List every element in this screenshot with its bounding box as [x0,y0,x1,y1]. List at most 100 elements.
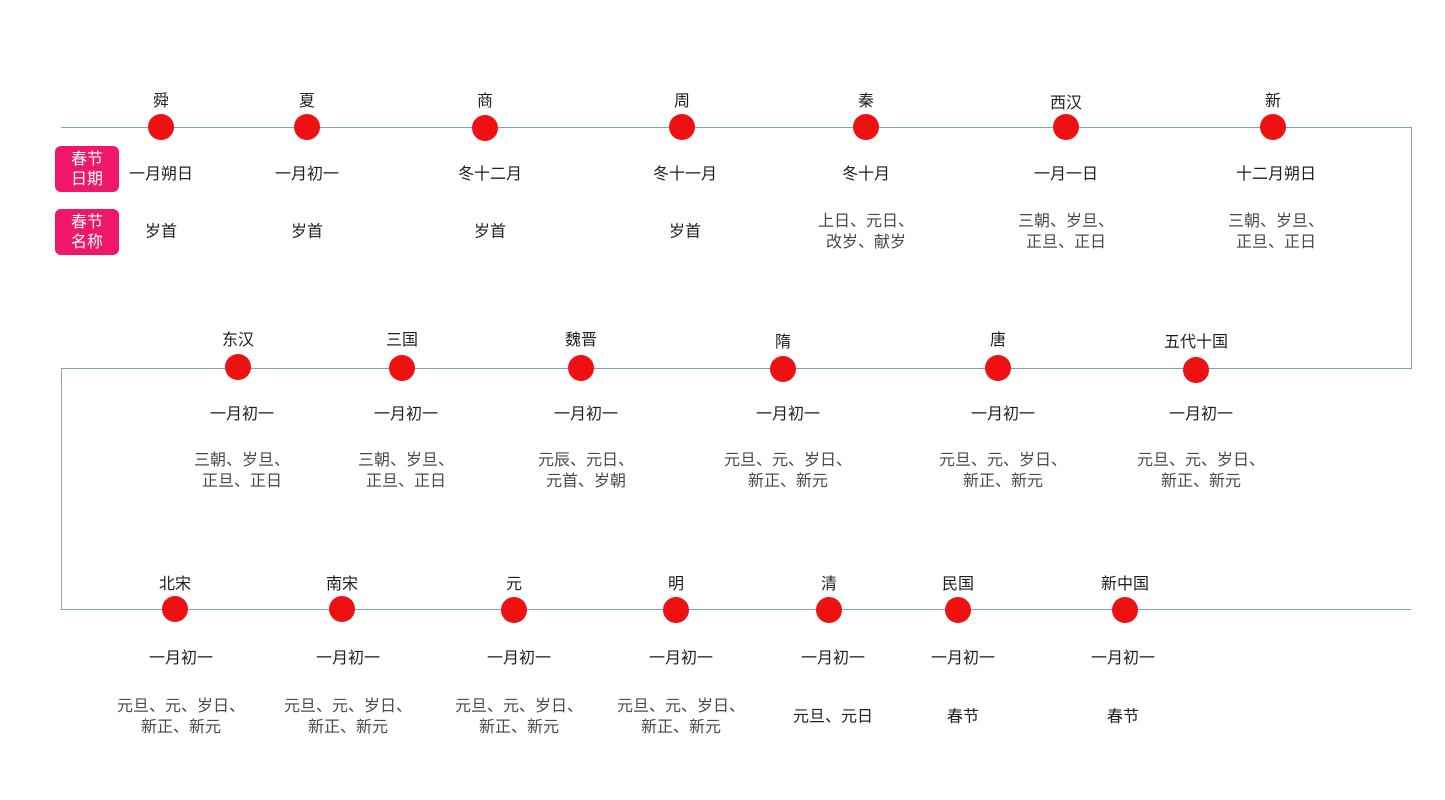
era-node-dot [501,597,527,623]
era-label: 民国 [941,574,975,593]
track-row-2 [61,368,1411,369]
festival-name-line: 正旦、正日 [201,471,283,490]
era-node-dot [148,114,174,140]
festival-date: 一月初一 [274,164,340,183]
festival-names: 岁首 [291,221,323,242]
era-label: 唐 [989,330,1007,349]
festival-date: 一月朔日 [128,164,194,183]
festival-name-line: 新正、新元 [307,717,389,736]
festival-names: 元旦、元日 [793,706,873,727]
era-node-dot [816,597,842,623]
festival-name-line: 正旦、正日 [1025,232,1107,251]
festival-date: 冬十一月 [652,164,718,183]
festival-name-line: 岁首 [668,221,702,241]
festival-name-line: 新正、新元 [640,717,722,736]
festival-names: 元旦、元、岁日、 新正、新元 [617,695,745,737]
festival-names: 三朝、岁旦、 正旦、正日 [1018,210,1114,252]
era-label: 南宋 [325,574,359,593]
festival-date: 一月初一 [648,648,714,667]
era-node-dot [985,355,1011,381]
festival-name-line: 元旦、元、岁日、 [723,450,853,469]
era-label: 东汉 [221,330,255,349]
festival-date: 一月初一 [315,648,381,667]
festival-name-line: 新正、新元 [140,717,222,736]
track-connector-right [1411,127,1412,369]
era-node-dot [472,115,498,141]
legend-name-line-2: 名称 [70,232,103,251]
era-label: 新 [1264,91,1282,110]
era-label: 清 [820,574,838,593]
festival-name-line: 元首、岁朝 [545,471,627,490]
era-node-dot [663,597,689,623]
festival-name-line: 三朝、岁旦、 [193,450,291,469]
festival-name-line: 春节 [1106,706,1140,726]
festival-names: 元旦、元、岁日、 新正、新元 [455,695,583,737]
legend-name-line-1: 春节 [70,212,103,231]
festival-name-line: 元旦、元、岁日、 [938,450,1068,469]
festival-names: 岁首 [474,221,506,242]
festival-date: 一月初一 [148,648,214,667]
era-label: 魏晋 [564,330,598,349]
festival-date: 一月初一 [1090,648,1156,667]
festival-names: 元旦、元、岁日、 新正、新元 [724,449,852,491]
festival-names: 岁首 [669,221,701,242]
era-node-dot [1053,114,1079,140]
festival-names: 春节 [1107,706,1139,727]
era-label: 五代十国 [1163,332,1229,351]
festival-date: 一月初一 [970,404,1036,423]
era-label: 三国 [385,330,419,349]
festival-names: 三朝、岁旦、 正旦、正日 [1228,210,1324,252]
festival-date: 冬十月 [841,164,891,183]
festival-names: 元旦、元、岁日、 新正、新元 [117,695,245,737]
era-label: 元 [505,574,523,593]
festival-name-line: 新正、新元 [747,471,829,490]
festival-date: 一月初一 [800,648,866,667]
track-row-3 [61,609,1411,610]
festival-name-line: 三朝、岁旦、 [357,450,455,469]
era-label: 夏 [298,91,316,110]
festival-names: 元旦、元、岁日、 新正、新元 [939,449,1067,491]
festival-name-line: 春节 [946,706,980,726]
festival-name-line: 正旦、正日 [1235,232,1317,251]
festival-name-line: 三朝、岁旦、 [1017,211,1115,230]
era-node-dot [294,114,320,140]
festival-date: 十二月朔日 [1235,164,1317,183]
festival-names: 元旦、元、岁日、 新正、新元 [284,695,412,737]
festival-name-line: 新正、新元 [1160,471,1242,490]
festival-name-line: 元旦、元、岁日、 [283,696,413,715]
legend-date-line-1: 春节 [70,149,103,168]
festival-names: 元辰、元日、 元首、岁朝 [538,449,634,491]
era-node-dot [945,597,971,623]
era-label: 舜 [152,91,170,110]
legend-date-line-2: 日期 [70,169,103,188]
legend-date-badge: 春节 日期 [55,146,119,192]
festival-date: 冬十二月 [457,164,523,183]
festival-name-line: 元旦、元、岁日、 [454,696,584,715]
festival-date: 一月初一 [209,404,275,423]
festival-name-line: 新正、新元 [962,471,1044,490]
era-node-dot [853,114,879,140]
festival-date: 一月一日 [1033,164,1099,183]
era-node-dot [1260,114,1286,140]
festival-name-line: 岁首 [290,221,324,241]
era-label: 周 [673,91,691,110]
era-label: 北宋 [158,574,192,593]
festival-name-line: 上日、元日、 [817,211,915,230]
festival-names: 上日、元日、 改岁、献岁 [818,210,914,252]
era-node-dot [568,355,594,381]
festival-names: 春节 [947,706,979,727]
track-connector-left [61,368,62,610]
festival-date: 一月初一 [553,404,619,423]
festival-date: 一月初一 [373,404,439,423]
festival-name-line: 岁首 [473,221,507,241]
era-node-dot [162,596,188,622]
era-label: 新中国 [1100,574,1150,593]
legend-name-badge: 春节 名称 [55,209,119,255]
festival-name-line: 新正、新元 [478,717,560,736]
era-label: 商 [476,91,494,110]
festival-names: 岁首 [145,221,177,242]
era-label: 西汉 [1049,93,1083,112]
era-label: 秦 [857,91,875,110]
track-row-1 [61,127,1411,128]
era-label: 明 [667,574,685,593]
